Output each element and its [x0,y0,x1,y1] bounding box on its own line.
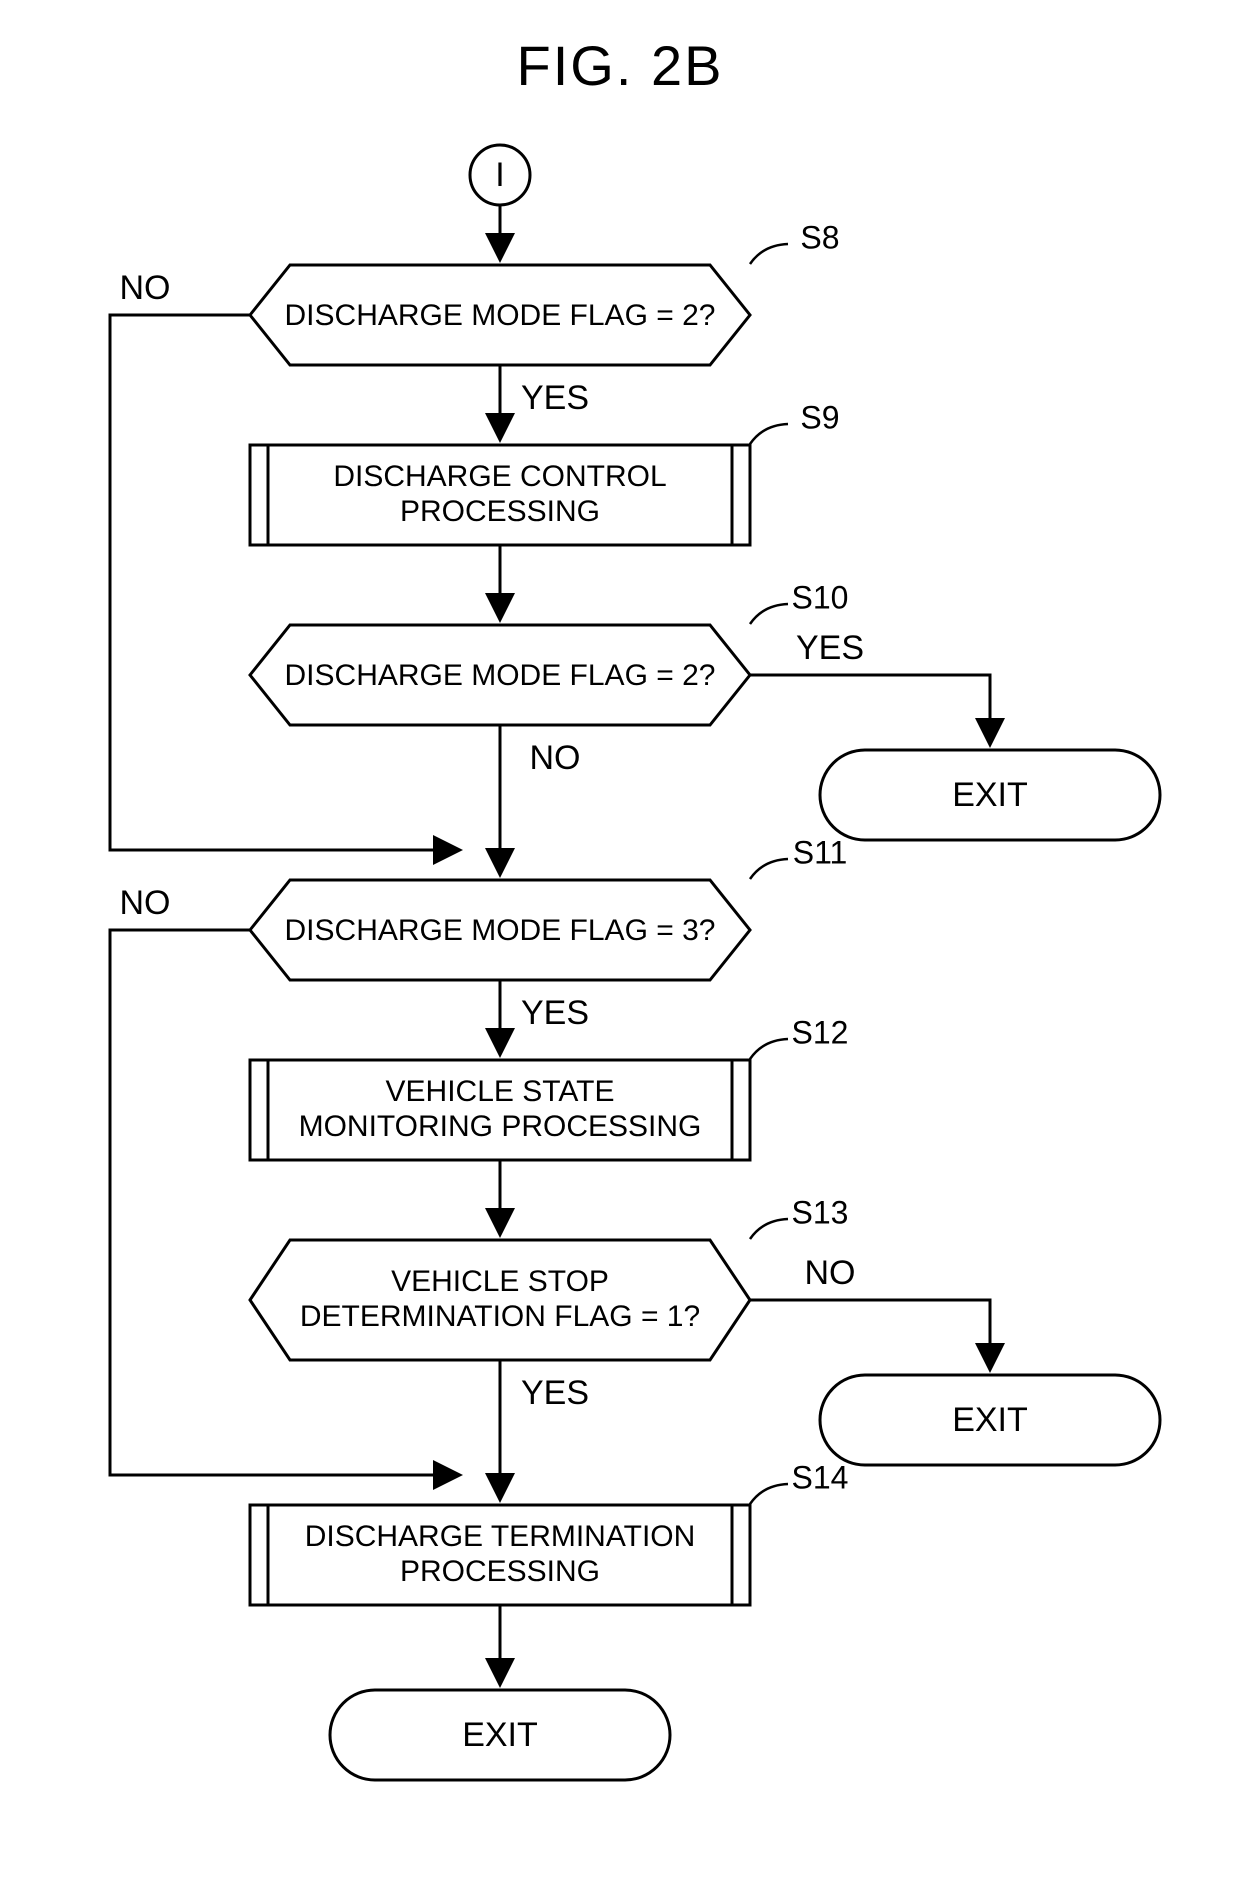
s11-yes-label: YES [521,994,589,1032]
s10-yes-label: YES [796,629,864,667]
step-id-s8: S8 [800,219,839,255]
step-id-s9: S9 [800,399,839,435]
step-id-s13: S13 [792,1194,849,1230]
decision-s10-text: DISCHARGE MODE FLAG = 2? [285,659,716,692]
step-id-s12: S12 [792,1014,849,1050]
process-s14-text2: PROCESSING [400,1555,600,1588]
s10-no-label: NO [530,739,581,777]
decision-s8-text: DISCHARGE MODE FLAG = 2? [285,299,716,332]
process-s12-text1: VEHICLE STATE [386,1075,615,1108]
process-s9-text2: PROCESSING [400,495,600,528]
decision-s11-text: DISCHARGE MODE FLAG = 3? [285,914,716,947]
s13-yes-label: YES [521,1374,589,1412]
exit-final-label: EXIT [462,1716,538,1754]
process-s12-text2: MONITORING PROCESSING [299,1110,702,1143]
process-s9-text1: DISCHARGE CONTROL [333,460,666,493]
figure-title: FIG. 2B [517,34,724,97]
process-s14-text1: DISCHARGE TERMINATION [305,1520,696,1553]
step-id-s11: S11 [793,834,848,870]
step-id-s10: S10 [792,579,849,615]
decision-s13-text2: DETERMINATION FLAG = 1? [300,1300,700,1333]
exit-s10-label: EXIT [952,776,1028,814]
s8-yes-label: YES [521,379,589,417]
decision-s13-text1: VEHICLE STOP [391,1265,609,1298]
s13-no-label: NO [805,1254,856,1292]
s11-no-label: NO [120,884,171,922]
flowchart-canvas: FIG. 2B I DISCHARGE MODE FLAG = 2? S8 YE… [0,0,1240,1890]
exit-s13-label: EXIT [952,1401,1028,1439]
step-id-s14: S14 [792,1459,849,1495]
connector-i-label: I [495,156,504,194]
s8-no-label: NO [120,269,171,307]
